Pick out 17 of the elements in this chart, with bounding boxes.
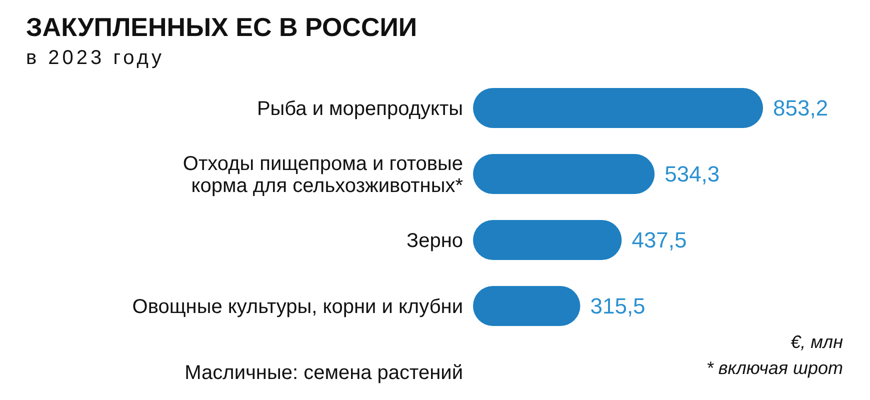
y-tick-label: Зерно	[406, 230, 463, 252]
annotation: * включая шрот	[706, 358, 843, 378]
y-tick-label: Рыба и морепродукты	[256, 98, 463, 120]
bar	[473, 88, 763, 128]
bar	[473, 220, 622, 260]
text: ЗАКУПЛЕННЫХ ЕС В РОССИИ	[26, 12, 418, 42]
bar	[473, 286, 580, 326]
y-tick-label: Отходы пищепрома и готовые корма для сельхозживотных*	[182, 153, 464, 197]
text: €, млн	[790, 332, 844, 352]
y-tick-label: Масличные: семена растений	[184, 362, 463, 384]
data-label: 437,5	[632, 228, 687, 253]
bar	[473, 154, 655, 194]
data-label: 853,2	[773, 96, 828, 121]
y-tick-label: Овощные культуры, корни и клубни	[132, 296, 463, 318]
data-label: 534,3	[664, 162, 720, 187]
data-label: 315,5	[590, 294, 646, 319]
text: в 2023 году	[26, 47, 164, 69]
